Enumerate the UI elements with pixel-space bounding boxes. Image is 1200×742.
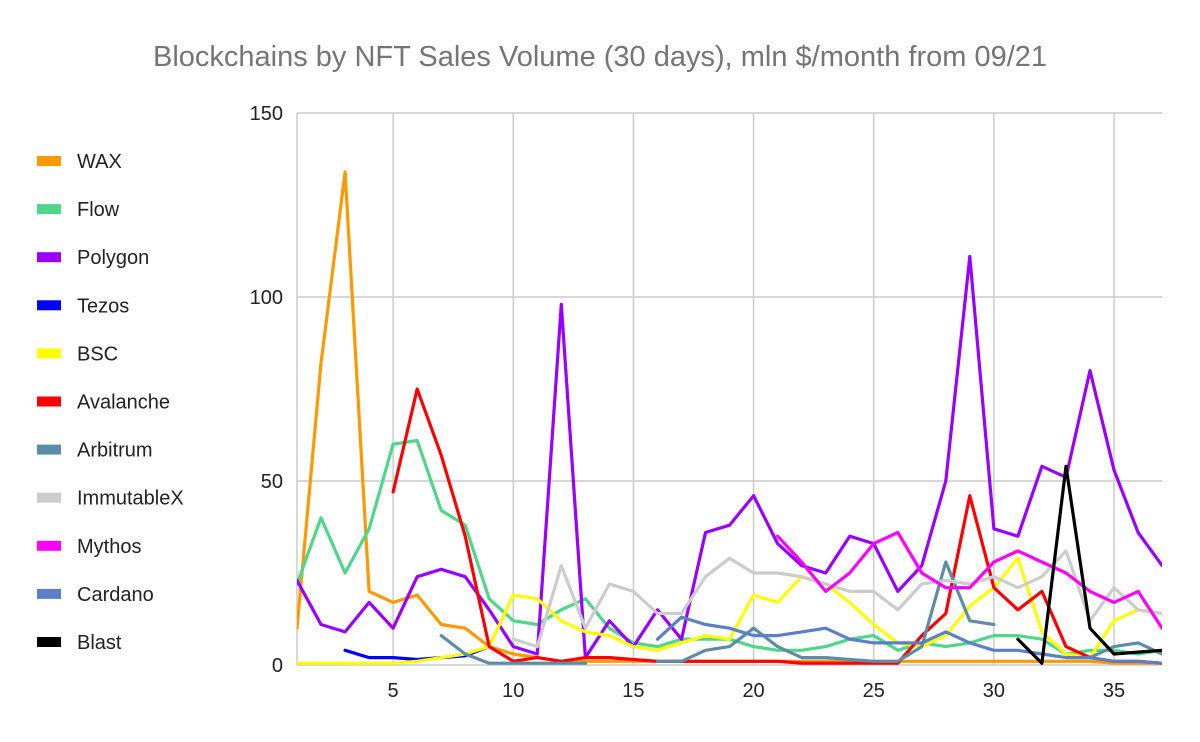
y-tick-label: 50 bbox=[261, 471, 283, 493]
series-line-cardano bbox=[655, 615, 1162, 665]
legend-label: Blast bbox=[77, 632, 122, 654]
legend-swatch bbox=[37, 204, 61, 215]
legend-swatch bbox=[37, 588, 61, 599]
legend-swatch bbox=[37, 300, 61, 311]
series-line-avalanche bbox=[391, 387, 1162, 665]
legend: WAX Flow Polygon Tezos BSC Avalanche Arbitrum I… bbox=[37, 151, 184, 654]
y-tick-label: 0 bbox=[272, 655, 283, 677]
legend-item-avalanche: Avalanche bbox=[37, 392, 170, 414]
legend-swatch bbox=[37, 252, 61, 263]
legend-swatch bbox=[37, 348, 61, 359]
legend-item-arbitrum: Arbitrum bbox=[37, 440, 153, 462]
axis-label-layer: 0 50 100 150 5 10 15 20 25 30 35 bbox=[250, 103, 1126, 702]
legend-item-cardano: Cardano bbox=[37, 584, 154, 606]
chart-title: Blockchains by NFT Sales Volume (30 days… bbox=[153, 41, 1047, 73]
legend-label: BSC bbox=[77, 343, 118, 365]
legend-item-bsc: BSC bbox=[37, 343, 118, 365]
grid-layer bbox=[296, 112, 1162, 666]
x-tick-label: 15 bbox=[622, 680, 644, 702]
x-tick-label: 25 bbox=[863, 680, 885, 702]
series-line-bsc bbox=[297, 556, 1162, 665]
series-layer bbox=[297, 170, 1162, 665]
legend-label: Flow bbox=[77, 199, 120, 221]
x-tick-label: 5 bbox=[388, 680, 399, 702]
legend-item-flow: Flow bbox=[37, 199, 120, 221]
legend-swatch bbox=[37, 540, 61, 551]
legend-item-immutablex: ImmutableX bbox=[37, 488, 184, 510]
legend-label: Arbitrum bbox=[77, 440, 153, 462]
x-tick-label: 30 bbox=[983, 680, 1005, 702]
legend-label: Tezos bbox=[77, 295, 129, 317]
legend-label: Cardano bbox=[77, 584, 154, 606]
legend-label: ImmutableX bbox=[77, 488, 184, 510]
series-line-blast bbox=[1016, 464, 1162, 665]
legend-label: Avalanche bbox=[77, 392, 170, 414]
legend-swatch bbox=[37, 492, 61, 503]
y-tick-label: 100 bbox=[250, 287, 283, 309]
legend-item-blast: Blast bbox=[37, 632, 122, 654]
legend-label: Mythos bbox=[77, 536, 141, 558]
legend-swatch bbox=[37, 156, 61, 166]
legend-label: WAX bbox=[77, 151, 122, 173]
legend-swatch bbox=[37, 444, 61, 455]
legend-item-polygon: Polygon bbox=[37, 247, 149, 269]
x-tick-label: 10 bbox=[502, 680, 524, 702]
x-tick-label: 35 bbox=[1103, 680, 1125, 702]
series-line-polygon bbox=[297, 254, 1162, 660]
legend-swatch bbox=[37, 396, 61, 407]
x-tick-label: 20 bbox=[742, 680, 764, 702]
y-tick-label: 150 bbox=[250, 103, 283, 125]
legend-label: Polygon bbox=[77, 247, 149, 269]
legend-item-tezos: Tezos bbox=[37, 295, 129, 317]
series-line-arbitrum bbox=[439, 560, 1162, 665]
series-line-tezos bbox=[343, 645, 491, 662]
legend-item-wax: WAX bbox=[37, 151, 122, 173]
legend-swatch bbox=[37, 637, 61, 647]
series-line-mythos bbox=[776, 530, 1162, 630]
series-line-flow bbox=[297, 438, 1162, 656]
legend-item-mythos: Mythos bbox=[37, 536, 141, 558]
